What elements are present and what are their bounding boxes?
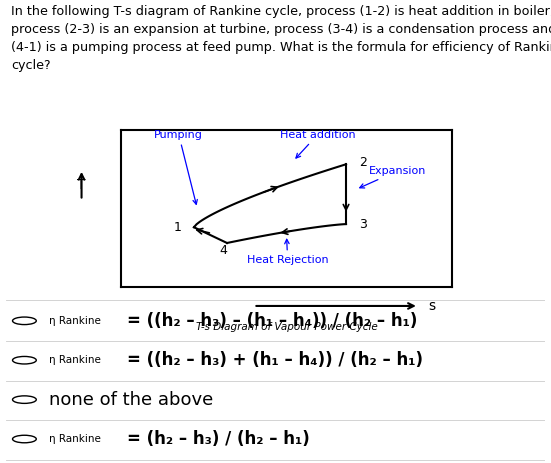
Text: 3: 3: [359, 218, 367, 231]
Text: = (h₂ – h₃) / (h₂ – h₁): = (h₂ – h₃) / (h₂ – h₁): [127, 430, 310, 448]
Text: = ((h₂ – h₃) + (h₁ – h₄)) / (h₂ – h₁): = ((h₂ – h₃) + (h₁ – h₄)) / (h₂ – h₁): [127, 351, 423, 369]
Text: Pumping: Pumping: [154, 130, 203, 204]
Text: η Rankine: η Rankine: [48, 316, 101, 326]
Text: none of the above: none of the above: [48, 391, 213, 409]
Text: 1: 1: [174, 221, 181, 234]
Text: s: s: [429, 299, 436, 313]
Text: η Rankine: η Rankine: [48, 355, 101, 365]
Text: = ((h₂ – h₃) – (h₁ – h₄)) / (h₂ – h₁): = ((h₂ – h₃) – (h₁ – h₄)) / (h₂ – h₁): [127, 312, 417, 330]
Text: 2: 2: [359, 156, 367, 169]
Text: T: T: [77, 178, 86, 192]
Text: 4: 4: [220, 244, 228, 257]
Text: In the following T-s diagram of Rankine cycle, process (1-2) is heat addition in: In the following T-s diagram of Rankine …: [11, 5, 551, 72]
Text: Expansion: Expansion: [360, 166, 426, 188]
Text: T-s Diagram of Vapour Power Cycle: T-s Diagram of Vapour Power Cycle: [196, 322, 377, 332]
Text: Heat Rejection: Heat Rejection: [247, 239, 328, 265]
Text: η Rankine: η Rankine: [48, 434, 101, 444]
Text: Heat addition: Heat addition: [280, 130, 355, 158]
